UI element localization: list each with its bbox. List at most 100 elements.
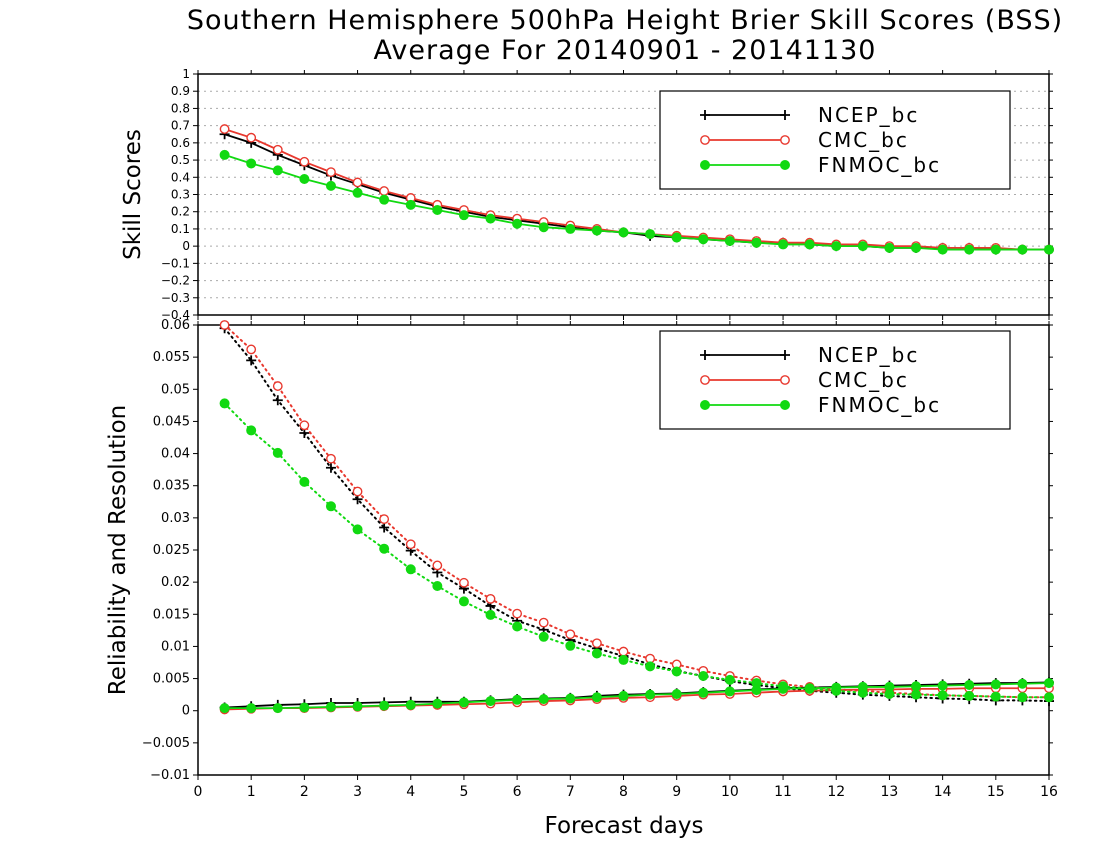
relres-data-point <box>565 693 576 704</box>
bss-data-point <box>352 177 363 188</box>
relres-data-point <box>698 671 709 681</box>
bss-y-tick-label: 0.7 <box>171 119 190 133</box>
relres-y-tick-label: −0.005 <box>142 736 190 751</box>
relres-x-tick-label: 12 <box>827 784 845 800</box>
bss-data-point <box>432 204 443 215</box>
bss-data-point <box>591 225 602 236</box>
bss-data-point <box>964 244 975 255</box>
relres-data-point <box>911 689 922 700</box>
bss-data-point <box>804 239 815 250</box>
bss-legend-marker <box>780 160 790 170</box>
relres-y-tick-label: 0.045 <box>153 414 190 429</box>
bss-legend-marker <box>700 110 710 120</box>
relres-data-point <box>379 522 390 533</box>
relres-data-point <box>964 690 975 701</box>
bss-data-point <box>379 194 390 205</box>
bss-y-tick-label: 0.6 <box>171 136 190 150</box>
relres-series-line <box>223 402 1050 699</box>
relres-data-point <box>432 560 443 571</box>
chart-subtitle: Average For 20140901 - 20141130 <box>373 35 877 66</box>
relres-legend-label: FNMOC_bc <box>818 393 941 417</box>
relres-data-point <box>272 447 283 458</box>
relres-x-tick-label: 0 <box>194 784 203 800</box>
relres-y-tick-label: 0 <box>182 704 190 719</box>
bss-data-point <box>778 239 789 250</box>
bss-y-tick-label: −0.2 <box>161 274 190 288</box>
relres-data-point <box>219 398 230 409</box>
bss-legend-label: FNMOC_bc <box>818 153 941 177</box>
relres-data-point <box>512 608 523 619</box>
bss-legend-label: CMC_bc <box>818 128 909 152</box>
bss-data-point <box>911 242 922 253</box>
relres-data-point <box>724 686 735 697</box>
relres-legend-marker <box>780 350 790 360</box>
bss-data-point <box>219 124 230 134</box>
relres-legend-marker <box>700 400 710 410</box>
relres-data-point <box>911 681 922 692</box>
relres-data-point <box>512 694 523 705</box>
bss-legend-marker <box>780 110 790 120</box>
bss-panel: −0.4 −0.3 −0.2 −0.1 0 0.1 0.2 0.3 0.4 0.5 0.6 0.7 0.… <box>120 67 1054 322</box>
relres-panel: −0.01 −0.005 0 0.005 0.01 0.015 0.02 0.025 0.03 0… <box>105 318 1058 800</box>
bss-data-point <box>405 199 416 210</box>
relres-y-tick-label: 0.055 <box>153 350 190 365</box>
bss-data-point <box>990 244 1001 255</box>
relres-data-point <box>618 646 629 657</box>
relres-data-point <box>246 425 257 436</box>
bss-data-point <box>246 158 257 169</box>
bss-legend-marker <box>700 135 710 145</box>
relres-data-point <box>219 320 230 330</box>
relres-y-tick-label: 0.015 <box>153 607 190 622</box>
bss-data-point <box>857 241 868 252</box>
relres-data-point <box>804 683 815 694</box>
relres-x-tick-label: 16 <box>1040 784 1058 800</box>
relres-legend-marker <box>700 375 710 385</box>
relres-x-tick-label: 13 <box>881 784 899 800</box>
bss-data-point <box>352 187 363 198</box>
relres-data-point <box>272 395 283 406</box>
relres-data-point <box>379 543 390 554</box>
bss-data-point <box>937 244 948 255</box>
relres-y-tick-label: 0.04 <box>161 447 190 462</box>
bss-y-tick-label: 0.9 <box>171 84 190 98</box>
relres-y-tick-label: 0.01 <box>161 639 190 654</box>
relres-data-point <box>778 683 789 694</box>
relres-legend-marker <box>780 375 790 385</box>
bss-series-fnmoc-bc-solid <box>219 149 1054 255</box>
bss-data-point <box>219 149 230 160</box>
relres-data-point <box>485 609 496 620</box>
relres-y-tick-label: −0.01 <box>150 768 190 783</box>
bss-legend-marker <box>780 135 790 145</box>
relres-data-point <box>645 689 656 700</box>
bss-y-tick-label: 0.3 <box>171 188 190 202</box>
relres-x-tick-label: 7 <box>566 784 575 800</box>
bss-data-point <box>645 229 656 240</box>
relres-data-point <box>1044 692 1054 703</box>
bss-y-tick-label: −0.4 <box>161 308 190 322</box>
bss-data-point <box>299 156 310 167</box>
relres-data-point <box>299 420 310 431</box>
bss-data-point <box>884 242 895 253</box>
relres-data-point <box>990 691 1001 702</box>
relres-data-point <box>671 689 682 699</box>
relres-data-point <box>592 638 602 649</box>
relres-x-tick-label: 5 <box>459 784 468 800</box>
bss-data-point <box>751 237 762 248</box>
relres-data-point <box>538 617 549 628</box>
relres-data-point <box>299 476 310 487</box>
relres-legend-marker <box>780 400 790 410</box>
relres-data-point <box>698 687 709 698</box>
bss-y-tick-label: 0.1 <box>171 222 190 236</box>
relres-y-tick-label: 0.02 <box>161 575 190 590</box>
relres-x-tick-label: 3 <box>353 784 362 800</box>
relres-data-point <box>379 700 390 711</box>
bss-data-point <box>299 174 310 185</box>
bss-y-tick-label: 1 <box>182 67 190 81</box>
relres-data-point <box>432 698 443 709</box>
relres-data-point <box>618 690 629 701</box>
relres-y-tick-label: 0.05 <box>161 382 190 397</box>
relres-data-point <box>272 703 283 714</box>
bss-data-point <box>831 241 842 252</box>
